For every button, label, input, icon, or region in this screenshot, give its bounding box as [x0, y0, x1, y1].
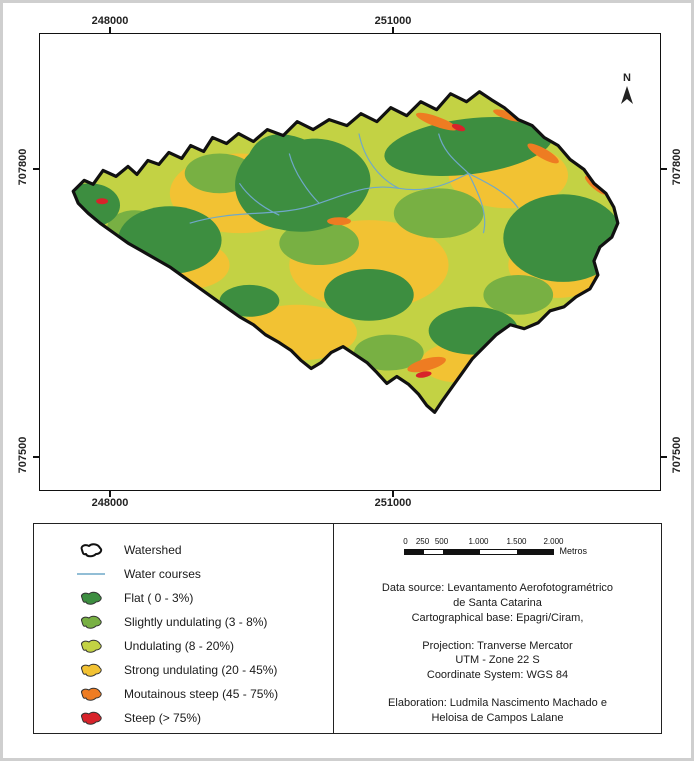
- undulating-swatch-icon: [68, 638, 114, 654]
- scale-bar-labels: 0 250 500 1.000 1.500 2.000: [403, 537, 563, 547]
- coordinate-label-top-west: 248000: [91, 15, 129, 27]
- data-source-block: Data source: Levantamento Aerofotogramét…: [334, 581, 661, 626]
- coordinate-label-bottom-west: 248000: [91, 497, 129, 509]
- scale-unit-label: Metros: [559, 546, 588, 556]
- legend-item-steep: Steep (> 75%): [68, 706, 333, 730]
- strong-undulating-swatch-icon: [68, 662, 114, 678]
- axis-tick: [33, 168, 40, 170]
- mountainous-steep-swatch-icon: [68, 686, 114, 702]
- legend-item-strong-undulating: Strong undulating (20 - 45%): [68, 658, 333, 682]
- watershed-boundary: [71, 90, 620, 414]
- axis-tick: [660, 456, 667, 458]
- slightly-undulating-swatch-icon: [68, 614, 114, 630]
- scale-bar-segments: [403, 549, 554, 555]
- info-line: UTM - Zone 22 S: [455, 654, 540, 667]
- scale-tick-label: 0: [403, 537, 408, 546]
- legend-item-mountainous-steep: Moutainous steep (45 - 75%): [68, 682, 333, 706]
- coordinate-label-top-east: 251000: [374, 15, 412, 27]
- scale-tick-label: 500: [434, 537, 449, 546]
- map-info-panel: 0 250 500 1.000 1.500 2.000 Metros Da: [334, 524, 661, 733]
- flat-swatch-icon: [68, 590, 114, 606]
- legend-item-undulating: Undulating (8 - 20%): [68, 634, 333, 658]
- legend-item-label: Slightly undulating (3 - 8%): [124, 615, 268, 629]
- scale-tick-label: 250: [415, 537, 430, 546]
- scale-bar: 0 250 500 1.000 1.500 2.000 Metros: [403, 537, 592, 563]
- legend-item-water-courses: Water courses: [68, 562, 333, 586]
- legend-item-label: Water courses: [124, 567, 201, 581]
- info-line: Coordinate System: WGS 84: [426, 669, 569, 682]
- legend-item-label: Undulating (8 - 20%): [124, 639, 235, 653]
- elaboration-block: Elaboration: Ludmila Nascimento Machado …: [334, 696, 661, 726]
- water-courses-lines: [189, 133, 519, 234]
- axis-tick: [109, 490, 111, 497]
- axis-tick: [392, 27, 394, 34]
- legend: Watershed Water courses Flat ( 0 - 3%) S…: [34, 524, 334, 733]
- coordinate-label-left-south: 707500: [17, 436, 29, 474]
- info-line: Heloisa de Campos Lalane: [431, 711, 564, 724]
- steep-swatch-icon: [68, 710, 114, 726]
- scale-tick-label: 1.000: [468, 537, 489, 546]
- north-arrow: N: [615, 73, 639, 111]
- watershed-outline-icon: [68, 542, 114, 558]
- water-line-icon: [68, 569, 114, 579]
- legend-item-label: Watershed: [124, 543, 182, 557]
- axis-tick: [109, 27, 111, 34]
- watershed-map: [71, 90, 620, 414]
- axis-tick: [660, 168, 667, 170]
- map-marginalia: Watershed Water courses Flat ( 0 - 3%) S…: [33, 523, 662, 734]
- legend-item-watershed: Watershed: [68, 538, 333, 562]
- north-arrow-icon: [621, 86, 633, 104]
- scale-tick-label: 2.000: [543, 537, 564, 546]
- map-frame: [39, 33, 661, 491]
- coordinate-label-right-north: 707800: [671, 148, 683, 186]
- north-label: N: [623, 72, 631, 84]
- info-line: Data source: Levantamento Aerofotogramét…: [381, 582, 614, 594]
- info-line: Projection: Tranverse Mercator: [422, 639, 573, 652]
- coordinate-label-right-south: 707500: [671, 436, 683, 474]
- legend-item-label: Moutainous steep (45 - 75%): [124, 687, 279, 701]
- projection-block: Projection: Tranverse Mercator UTM - Zon…: [334, 639, 661, 684]
- coordinate-label-left-north: 707800: [17, 148, 29, 186]
- info-line: Cartographical base: Epagri/Ciram,: [411, 611, 584, 624]
- slope-patches: [73, 91, 618, 413]
- legend-item-label: Steep (> 75%): [124, 711, 202, 725]
- legend-item-label: Strong undulating (20 - 45%): [124, 663, 278, 677]
- legend-item-label: Flat ( 0 - 3%): [124, 591, 194, 605]
- axis-tick: [392, 490, 394, 497]
- coordinate-label-bottom-east: 251000: [374, 497, 412, 509]
- legend-item-flat: Flat ( 0 - 3%): [68, 586, 333, 610]
- legend-item-slightly-undulating: Slightly undulating (3 - 8%): [68, 610, 333, 634]
- info-line: de Santa Catarina: [453, 596, 542, 609]
- info-line: Elaboration: Ludmila Nascimento Machado …: [388, 697, 607, 710]
- axis-tick: [33, 456, 40, 458]
- scale-tick-label: 1.500: [506, 537, 527, 546]
